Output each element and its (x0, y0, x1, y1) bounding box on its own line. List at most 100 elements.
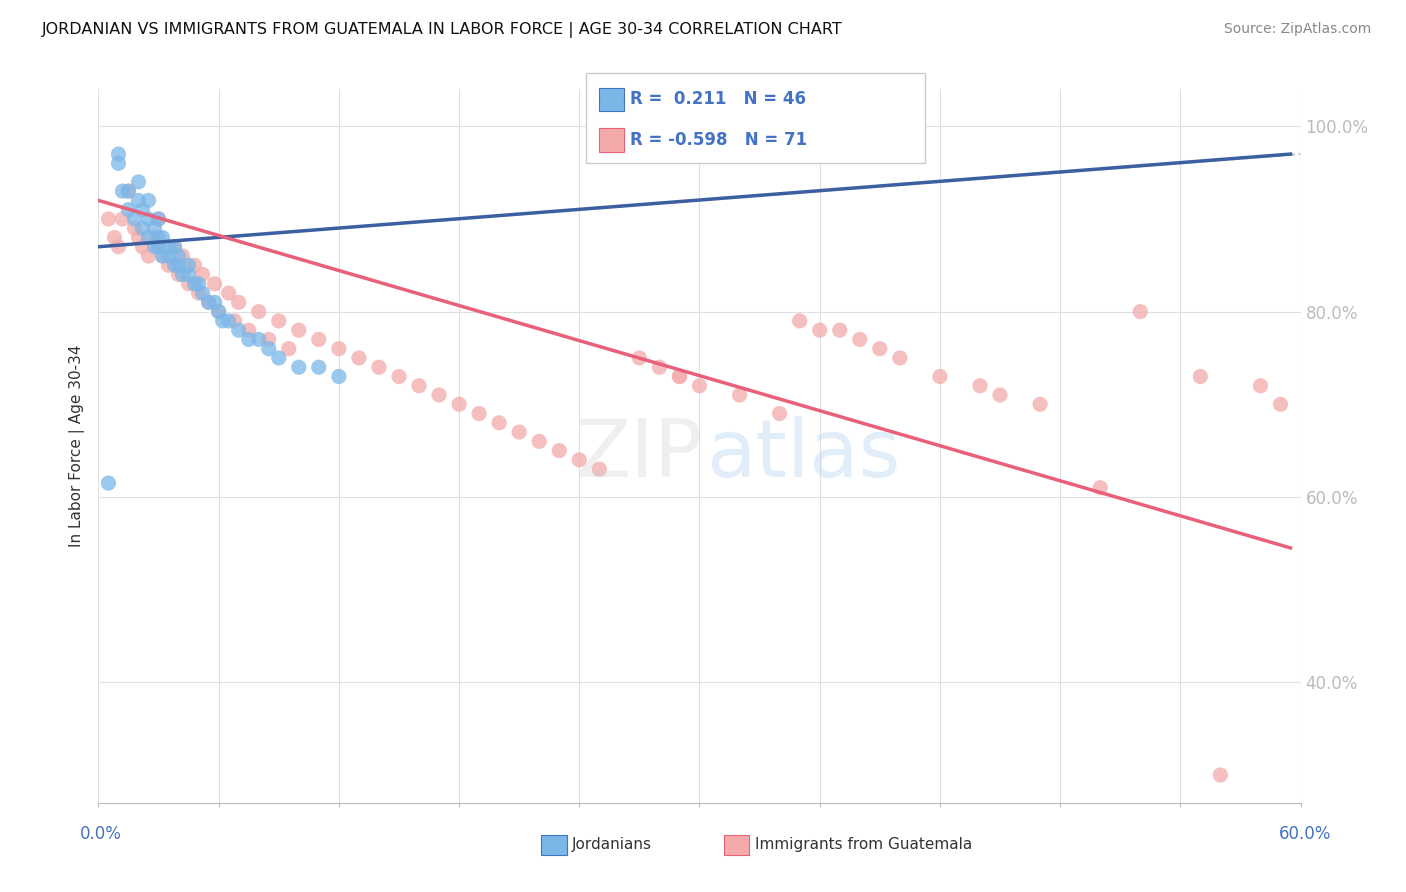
Point (267, 351, 290, 365)
Point (789, 314, 811, 328)
Point (163, 240, 186, 254)
Point (128, 194, 150, 208)
Point (177, 277, 200, 291)
Point (138, 211, 160, 226)
Point (228, 323, 250, 337)
Point (988, 388, 1011, 402)
Point (288, 360, 311, 375)
Text: 0.0%: 0.0% (80, 825, 122, 843)
Point (408, 378, 430, 392)
Point (648, 360, 671, 375)
Point (124, 211, 146, 226)
Point (148, 211, 170, 226)
Point (211, 314, 233, 328)
Point (167, 249, 190, 263)
Point (143, 230, 166, 244)
Point (488, 416, 510, 430)
Point (238, 323, 260, 337)
Point (152, 230, 174, 244)
Point (197, 295, 219, 310)
Point (191, 286, 214, 301)
Point (148, 230, 170, 244)
Point (828, 323, 851, 337)
Point (103, 230, 125, 244)
Point (157, 258, 180, 272)
Point (197, 295, 219, 310)
Point (111, 184, 134, 198)
Point (368, 360, 391, 375)
Point (257, 333, 280, 347)
Point (111, 211, 134, 226)
Point (148, 240, 170, 254)
Text: Jordanians: Jordanians (572, 838, 652, 852)
Text: JORDANIAN VS IMMIGRANTS FROM GUATEMALA IN LABOR FORCE | AGE 30-34 CORRELATION CH: JORDANIAN VS IMMIGRANTS FROM GUATEMALA I… (42, 22, 844, 38)
Point (929, 369, 952, 384)
Point (247, 304, 270, 318)
Point (107, 147, 129, 161)
Point (308, 333, 330, 347)
Point (1270, 397, 1292, 411)
Text: atlas: atlas (706, 416, 900, 494)
Point (117, 202, 139, 217)
Point (187, 286, 209, 301)
Point (172, 268, 194, 282)
Point (157, 240, 180, 254)
Point (138, 230, 160, 244)
Point (468, 407, 491, 421)
Point (97, 476, 120, 491)
Point (152, 249, 174, 263)
Point (143, 240, 166, 254)
Point (157, 249, 180, 263)
Point (277, 342, 299, 356)
Point (668, 369, 690, 384)
Text: R =  0.211   N = 46: R = 0.211 N = 46 (630, 90, 806, 109)
Point (124, 221, 146, 235)
Point (808, 323, 831, 337)
Point (218, 286, 240, 301)
Point (1209, 768, 1232, 782)
Point (128, 230, 150, 244)
Point (1250, 378, 1272, 392)
Point (1189, 369, 1212, 384)
Point (228, 295, 250, 310)
Point (152, 249, 174, 263)
Point (107, 156, 129, 170)
Point (257, 342, 280, 356)
Point (224, 314, 246, 328)
Point (529, 434, 551, 449)
Point (208, 304, 231, 318)
Point (969, 378, 991, 392)
Point (267, 314, 290, 328)
Point (183, 258, 205, 272)
Point (107, 240, 129, 254)
Point (668, 369, 690, 384)
Point (163, 240, 186, 254)
Point (1088, 481, 1111, 495)
Point (131, 202, 153, 217)
Point (849, 333, 872, 347)
Point (1029, 397, 1052, 411)
Point (688, 378, 710, 392)
Point (568, 453, 591, 467)
Point (138, 249, 160, 263)
Point (588, 462, 610, 476)
Point (183, 277, 205, 291)
Point (163, 258, 186, 272)
Point (128, 175, 150, 189)
Point (148, 211, 170, 226)
Point (508, 425, 530, 439)
Point (238, 333, 260, 347)
Point (218, 314, 240, 328)
Point (388, 369, 411, 384)
Point (728, 388, 751, 402)
Point (328, 369, 350, 384)
Point (548, 443, 571, 458)
Point (447, 397, 470, 411)
Point (1129, 304, 1152, 318)
Point (347, 351, 370, 365)
Point (143, 221, 166, 235)
Text: ZIP: ZIP (575, 416, 703, 494)
Point (427, 388, 450, 402)
Point (328, 342, 350, 356)
Point (187, 277, 209, 291)
